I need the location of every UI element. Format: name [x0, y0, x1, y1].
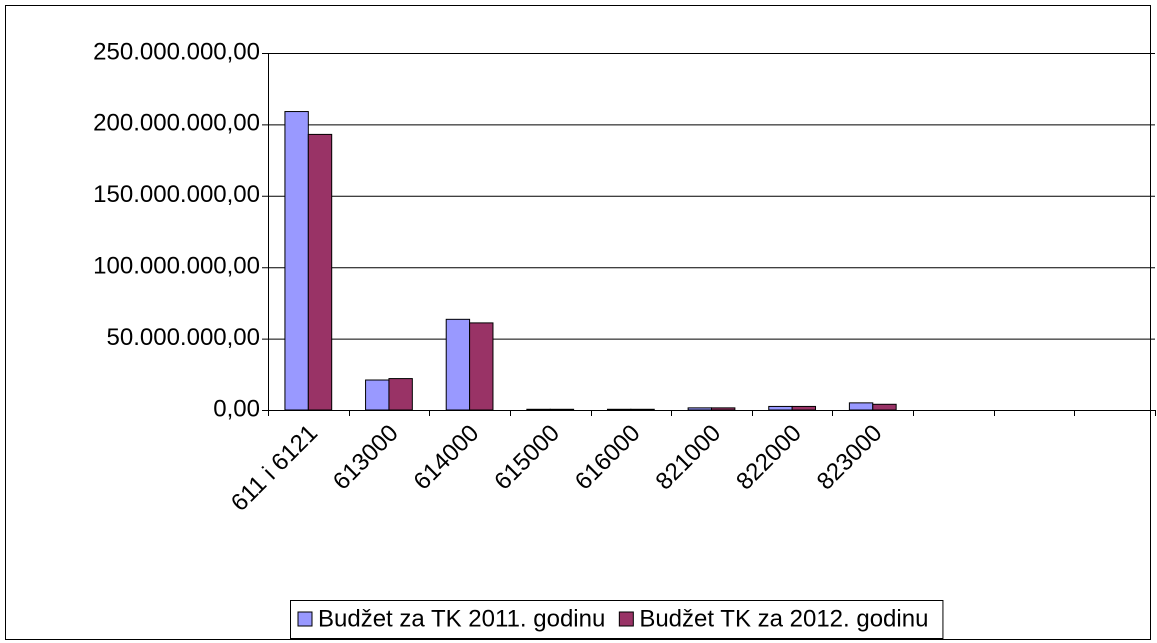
- bar: [549, 408, 575, 411]
- bar: [711, 407, 736, 411]
- y-tick-label: 0,00: [213, 395, 260, 422]
- y-tick-label: 50.000.000,00: [107, 324, 260, 351]
- bar: [768, 405, 793, 411]
- y-tick-label: 250.000.000,00: [93, 38, 260, 65]
- legend-swatch: [297, 611, 313, 627]
- bar: [307, 133, 333, 411]
- bar: [848, 402, 874, 411]
- bar: [791, 405, 817, 411]
- y-tick-label: 100.000.000,00: [93, 253, 260, 280]
- legend-label: Budžet TK za 2012. godinu: [639, 605, 928, 632]
- bar: [606, 408, 632, 411]
- legend-label: Budžet za TK 2011. godinu: [318, 605, 605, 632]
- bar: [872, 403, 897, 411]
- bar: [526, 408, 551, 411]
- bar: [365, 379, 390, 411]
- legend: Budžet za TK 2011. godinu Budžet TK za 20…: [290, 600, 944, 639]
- y-tick-label: 150.000.000,00: [93, 181, 260, 208]
- bar: [388, 378, 413, 411]
- chart-frame: [5, 5, 1151, 640]
- bar: [687, 407, 713, 411]
- legend-swatch: [618, 611, 634, 627]
- bar: [630, 408, 655, 411]
- bar: [469, 322, 494, 411]
- bar: [445, 318, 471, 411]
- y-tick-label: 200.000.000,00: [93, 110, 260, 137]
- legend-box: [290, 600, 944, 639]
- bar: [284, 111, 309, 411]
